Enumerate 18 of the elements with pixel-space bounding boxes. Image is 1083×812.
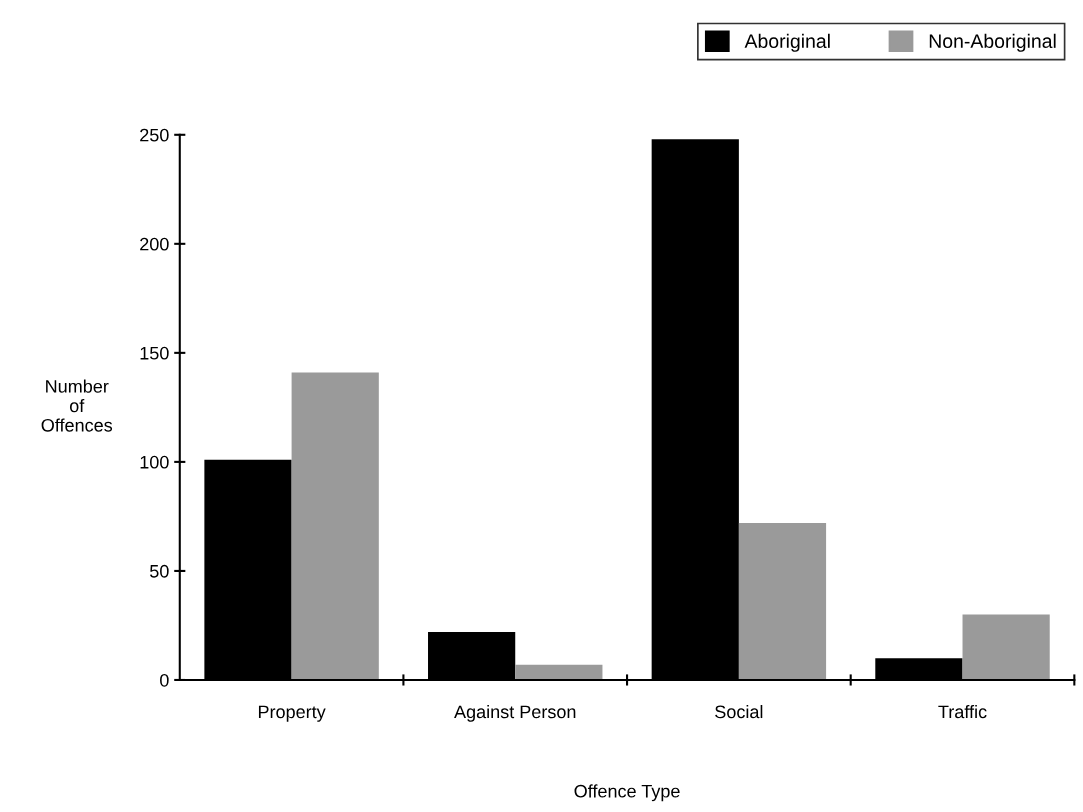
y-tick-label: 50 xyxy=(150,564,169,578)
y-tick-label: 150 xyxy=(140,346,169,360)
legend-label: Aboriginal xyxy=(744,33,830,52)
x-axis-title: Offence Type xyxy=(574,784,680,802)
y-tick-label: 200 xyxy=(140,237,169,251)
bar xyxy=(962,614,1050,680)
y-tick-label: 0 xyxy=(160,673,169,687)
y-axis-title: Number of Offences xyxy=(41,379,113,432)
y-tick-label: 100 xyxy=(140,455,169,469)
x-tick-label: Social xyxy=(715,704,763,719)
legend-label: Non-Aboriginal xyxy=(929,33,1056,52)
x-tick-label: Traffic xyxy=(938,704,987,719)
y-tick-label: 250 xyxy=(140,128,169,142)
bar xyxy=(291,372,379,680)
x-tick-label: Property xyxy=(258,705,326,722)
bar xyxy=(515,664,603,680)
bar xyxy=(738,522,827,680)
x-tick-label: Against Person xyxy=(454,704,576,722)
